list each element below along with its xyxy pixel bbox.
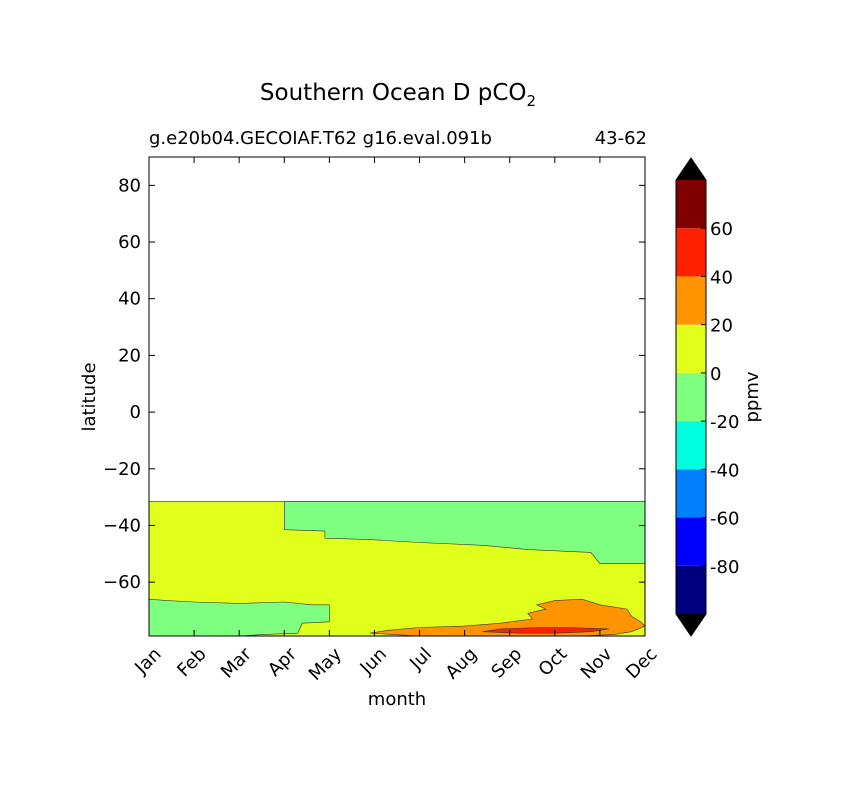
plot-frame [148,156,646,637]
colorbar-tick-label: 40 [710,267,733,288]
colorbar-tick-label: -40 [710,460,739,481]
colorbar-segment [676,372,706,422]
colorbar-segment [676,421,706,470]
y-tick-label: −60 [103,572,141,593]
x-tick-label: Mar [217,643,256,682]
x-tick-label: Sep [487,644,526,683]
colorbar-tick-label: 0 [710,364,721,385]
colorbar: -80 -60 -40 -20 0 20 40 60 [675,157,739,637]
x-tick-label: Jun [356,644,391,679]
plot-area [148,501,646,637]
y-tick-label: 0 [130,402,141,423]
x-tick-label: Dec [622,644,661,683]
chart-title: Southern Ocean D pCO2 [260,80,536,110]
chart-title-subscript: 2 [527,92,537,110]
colorbar-tick-label: 20 [710,316,733,337]
y-tick-label: 80 [118,175,141,196]
y-axis: 80 60 40 20 0 −20 −40 −60 [103,175,645,593]
colorbar-tick-label: -60 [710,509,739,530]
x-tick-label: Nov [577,643,617,683]
colorbar-segment [676,276,706,325]
colorbar-segment [676,180,706,229]
x-tick-label: Feb [173,644,210,681]
colorbar-segment [676,565,706,614]
colorbar-tick-label: -80 [710,557,739,578]
run-name-label: g.e20b04.GECOIAF.T62 g16.eval.091b [149,128,492,149]
colorbar-segment [676,228,706,277]
colorbar-over-extension [676,158,706,180]
x-axis-label: month [368,689,426,710]
contour-region-positive-40-to-60 [482,627,609,634]
x-tick-label: Aug [442,644,482,684]
y-axis-label: latitude [79,362,100,431]
y-tick-label: 60 [118,232,141,253]
colorbar-tick-label: -20 [710,412,739,433]
contour-region-positive-20-to-40 [369,598,646,637]
colorbar-segment [676,469,706,518]
x-tick-label: Oct [535,644,572,681]
x-tick-label: Jan [130,644,165,679]
chart-title-main: Southern Ocean D pCO [260,80,527,106]
colorbar-label: ppmv [742,371,763,422]
colorbar-segment [676,324,706,373]
y-tick-label: 20 [118,345,141,366]
colorbar-outline [675,157,707,637]
x-tick-label: May [305,643,346,684]
y-tick-label: −20 [103,459,141,480]
y-tick-label: −40 [103,515,141,536]
y-tick-label: 40 [118,289,141,310]
x-tick-label: Apr [264,643,301,680]
x-tick-label: Jul [405,644,436,675]
colorbar-segment [676,517,706,566]
year-range-label: 43-62 [595,128,647,149]
colorbar-tick-label: 60 [710,219,733,240]
colorbar-under-extension [676,614,706,636]
